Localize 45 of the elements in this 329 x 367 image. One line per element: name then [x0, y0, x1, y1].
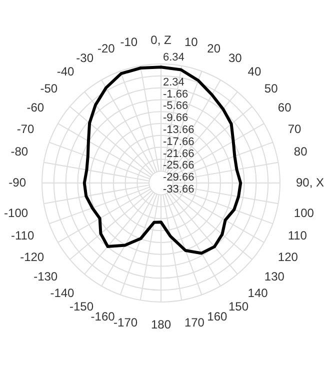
spoke-label: 160	[207, 309, 228, 324]
y-tick-label: -13.66	[163, 124, 194, 136]
spoke-label: 90, X	[296, 175, 324, 190]
spoke-label: -50	[40, 81, 58, 96]
spoke-label: 180	[150, 317, 172, 332]
y-tick-label: -25.66	[163, 160, 194, 172]
spoke-label: 30	[228, 51, 242, 66]
spoke-label: -130	[34, 269, 58, 284]
spoke-label: -170	[114, 315, 138, 330]
y-tick-label: -17.66	[163, 136, 194, 148]
y-tick-label: -1.66	[163, 88, 188, 100]
spoke-label: 150	[228, 299, 249, 314]
spoke-label: -40	[56, 64, 75, 79]
spoke-label: 0, Z	[150, 33, 172, 48]
spoke-label: -110	[11, 228, 34, 243]
y-tick-label: 6.34	[163, 52, 184, 64]
spoke-label: -100	[4, 206, 28, 220]
spoke-label: -140	[50, 286, 75, 300]
spoke-label: -60	[26, 100, 44, 115]
spoke-label: -30	[76, 51, 94, 66]
spoke-label: 120	[278, 250, 298, 264]
spoke-label: -90	[8, 175, 26, 190]
spoke-label: -80	[10, 144, 28, 159]
spoke-label: 100	[294, 206, 314, 220]
y-tick-label: 2.34	[163, 76, 184, 88]
spoke-label: 130	[264, 269, 285, 284]
y-tick-label: -9.66	[163, 112, 188, 124]
spoke-label: 80	[294, 144, 308, 159]
y-tick-label: -21.66	[163, 148, 194, 160]
spoke-label: 20	[207, 41, 221, 56]
spoke-label: -10	[120, 35, 138, 50]
spoke-label: 70	[288, 122, 302, 136]
spoke-label: 170	[184, 315, 205, 330]
spoke-label: 110	[288, 228, 308, 243]
y-tick-label: -33.66	[163, 184, 194, 196]
spoke-label: -70	[16, 122, 34, 136]
spoke-label: 10	[184, 35, 198, 50]
spoke-label: 140	[248, 286, 268, 300]
y-tick-label: -5.66	[163, 100, 188, 112]
spoke-label: -20	[97, 41, 116, 56]
y-tick-label: -29.66	[163, 172, 194, 184]
spoke-label: -120	[20, 250, 44, 264]
spoke-label: 40	[248, 64, 262, 79]
spoke-label: 60	[278, 100, 292, 115]
spoke-label: 50	[264, 81, 278, 96]
